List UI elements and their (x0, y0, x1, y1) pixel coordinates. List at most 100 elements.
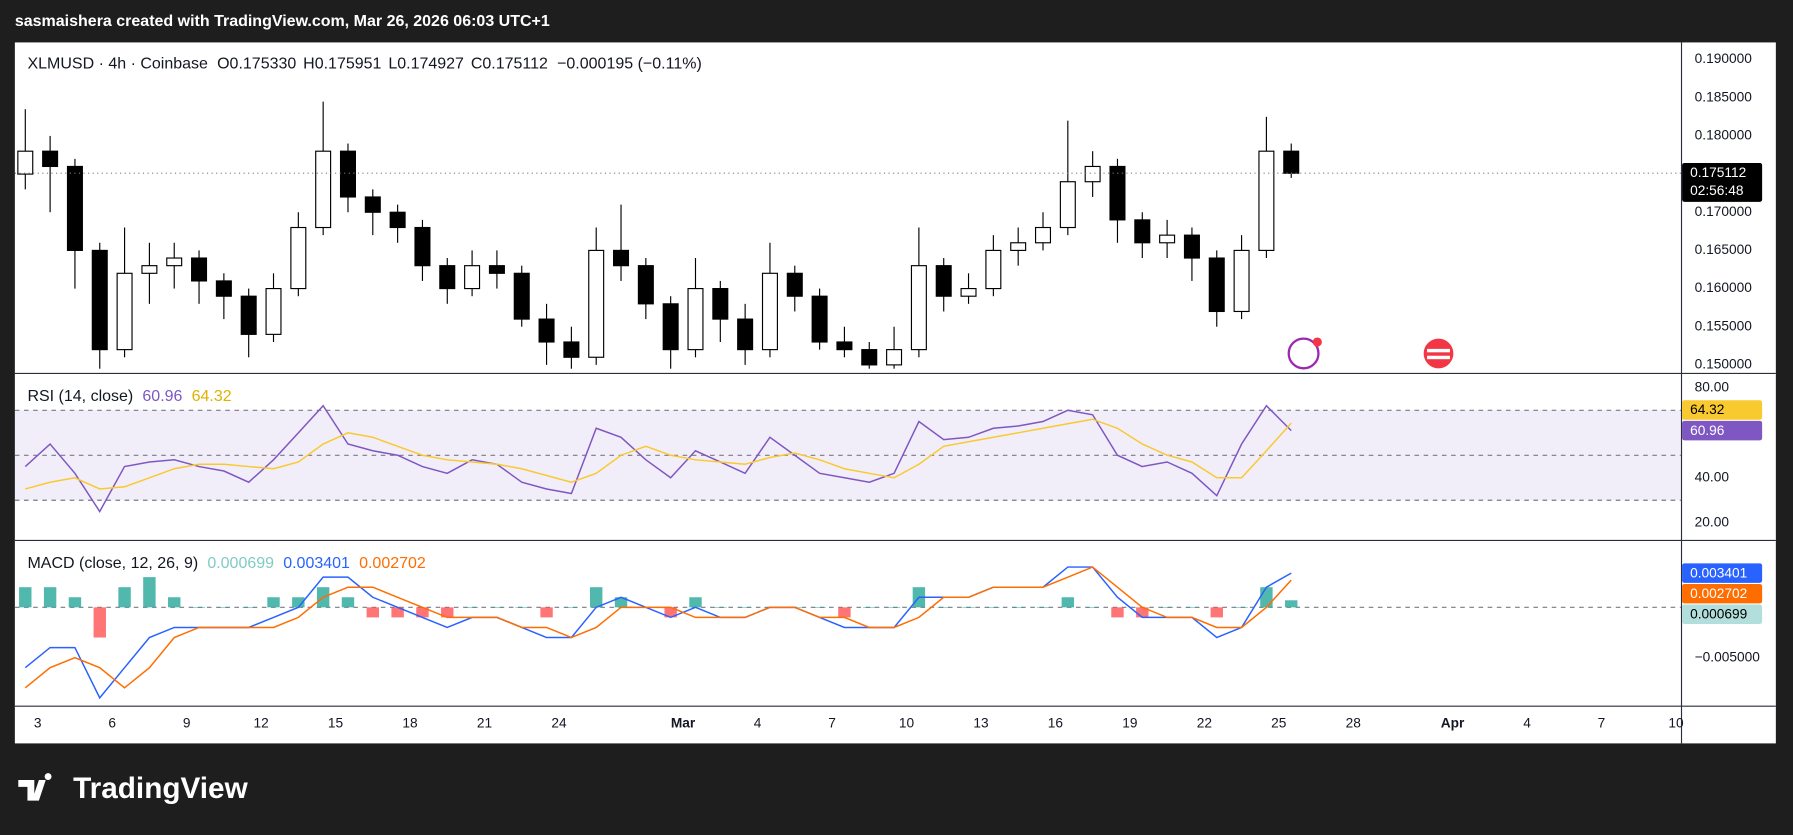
y-tick-label: −0.005000 (1695, 649, 1761, 664)
histogram-bar (490, 607, 504, 608)
histogram-bar (1086, 607, 1099, 608)
x-tick-label: 28 (1346, 716, 1362, 731)
chart-area (14, 42, 1776, 744)
histogram-bar (1260, 587, 1273, 608)
axis-value: 0.002702 (1690, 586, 1747, 601)
histogram-bar (416, 607, 429, 618)
y-tick-label: 0.170000 (1695, 204, 1753, 219)
histogram-bar (366, 607, 380, 618)
macd-line (24, 566, 1292, 689)
candle-body (414, 226, 431, 267)
candle-body (1109, 165, 1126, 221)
histogram-bar (689, 597, 702, 608)
last-price-box (1682, 162, 1763, 202)
pane-title: RSI (14, close) (27, 388, 133, 405)
legend-value: 0.002702 (359, 555, 426, 572)
histogram-bar (565, 607, 578, 608)
candle-body (985, 249, 1002, 290)
logo: TradingView (18, 772, 249, 805)
candle-body (215, 280, 232, 297)
ohlc-value: 0.175951 (315, 55, 382, 72)
candle-body (364, 196, 381, 213)
candle-body (91, 249, 108, 351)
histogram-bar (1160, 607, 1174, 608)
y-tick-label: 0.155000 (1695, 318, 1753, 333)
y-tick-label: 0.190000 (1695, 51, 1753, 66)
histogram-bar (1235, 607, 1248, 608)
candle-body (588, 249, 605, 358)
histogram-bar (1210, 607, 1223, 618)
candle-body (66, 165, 83, 251)
event-icons (1287, 337, 1454, 370)
candle-body (1010, 242, 1027, 251)
candle-body (811, 295, 828, 343)
y-tick-label: 0.180000 (1695, 128, 1753, 143)
y-tick-label: 40.00 (1695, 469, 1730, 484)
y-tick-label: 0.160000 (1695, 280, 1753, 295)
axis-value-box (1682, 420, 1763, 441)
histogram-bar (267, 597, 280, 608)
histogram-bar (118, 587, 131, 608)
x-tick-label: 4 (754, 716, 762, 731)
x-tick-label: 7 (1598, 716, 1606, 731)
histogram-bar (1036, 607, 1050, 608)
axis-value: 64.32 (1690, 402, 1724, 417)
histogram-bar (441, 607, 454, 618)
candle-body (464, 265, 481, 290)
candle-body (910, 265, 927, 351)
x-tick-label: 25 (1271, 716, 1287, 731)
legend-value: 64.32 (192, 388, 232, 405)
histogram-bar (391, 607, 404, 618)
footer-brand: TradingView (73, 772, 248, 805)
candle-body (737, 318, 754, 351)
histogram-bar (43, 587, 57, 608)
y-tick-label: 0.185000 (1695, 89, 1753, 104)
candle-body (563, 341, 580, 358)
histogram-bar (738, 607, 752, 608)
ohlc-value: 0.175112 (482, 55, 548, 72)
flag-stripe (1427, 355, 1450, 360)
y-tick-label: 0.150000 (1695, 357, 1753, 372)
histogram-bar (614, 597, 628, 608)
histogram-bar (192, 607, 206, 608)
x-tick-label: 10 (899, 716, 915, 731)
rsi-line (24, 404, 1292, 513)
event-icon (1287, 337, 1320, 370)
histogram-bar (540, 607, 553, 618)
x-tick-label: 21 (477, 716, 492, 731)
candle-body (1208, 257, 1225, 313)
x-tick-label: 16 (1048, 716, 1064, 731)
candle-body (613, 249, 630, 267)
histogram-bar (664, 607, 677, 618)
ohlc-key: H (303, 55, 315, 72)
candle-body (513, 272, 530, 320)
change: −0.000195 (−0.11%) (557, 55, 702, 72)
x-tick-label: 9 (183, 716, 191, 731)
y-tick-label: 80.00 (1695, 379, 1730, 394)
countdown: 02:56:48 (1690, 183, 1744, 198)
histogram-bar (937, 607, 950, 608)
x-tick-label: 12 (253, 716, 268, 731)
x-tick-label: 22 (1197, 716, 1212, 731)
x-tick-label: 19 (1122, 716, 1137, 731)
candle-body (1283, 150, 1300, 174)
histogram-bar (1285, 600, 1298, 608)
candle-body (290, 226, 307, 290)
candle-body (1134, 219, 1151, 244)
legend-value: 60.96 (142, 388, 182, 405)
candle-body (116, 272, 133, 351)
x-tick-label: 4 (1523, 716, 1531, 731)
x-tick-label: 24 (551, 716, 567, 731)
histogram-bar (1011, 607, 1025, 608)
candle-body (1258, 150, 1275, 251)
histogram-bar (93, 607, 106, 638)
histogram-bar (1185, 607, 1199, 608)
candle-body (1034, 226, 1052, 244)
histogram-bar (813, 607, 826, 608)
candle-body (637, 265, 654, 305)
axis-value-box (1682, 583, 1763, 604)
axis-value-box (1682, 400, 1763, 420)
x-tick-label: Mar (671, 716, 696, 731)
